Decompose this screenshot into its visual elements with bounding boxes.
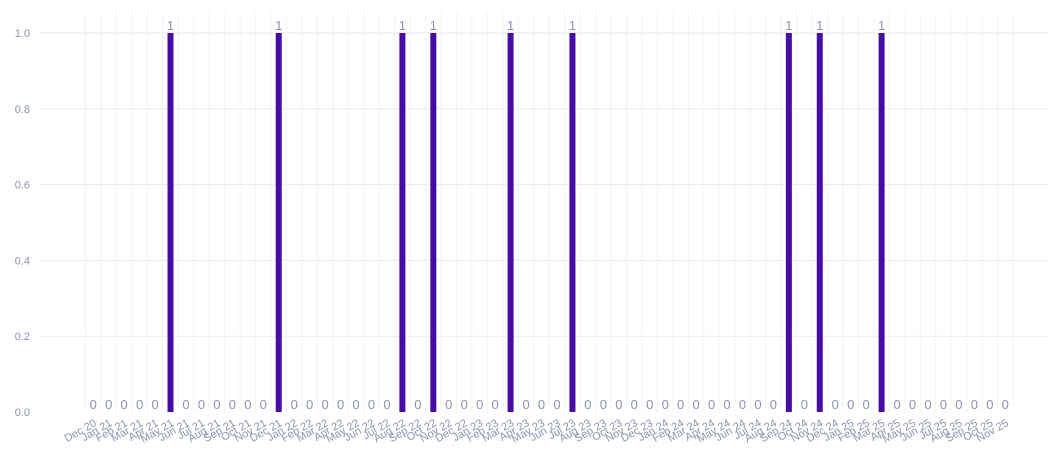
- value-label: 0: [646, 397, 653, 412]
- value-label: 0: [352, 397, 359, 412]
- y-tick-label: 1.0: [15, 28, 30, 40]
- y-tick-label: 0.8: [15, 104, 30, 116]
- value-label: 0: [832, 397, 839, 412]
- value-label: 0: [522, 397, 529, 412]
- value-label: 0: [476, 397, 483, 412]
- value-label: 0: [213, 397, 220, 412]
- y-tick-label: 0.6: [15, 180, 30, 192]
- value-label: 1: [816, 18, 823, 33]
- y-tick-label: 0.2: [15, 331, 30, 343]
- value-label: 0: [105, 397, 112, 412]
- value-label: 0: [1002, 397, 1009, 412]
- value-label: 0: [136, 397, 143, 412]
- bar-nov-24[interactable]: [816, 33, 823, 412]
- bar-sep-24[interactable]: [785, 33, 792, 412]
- value-label: 0: [893, 397, 900, 412]
- value-label: 1: [167, 18, 174, 33]
- value-label: 0: [909, 397, 916, 412]
- value-label: 0: [708, 397, 715, 412]
- value-label: 0: [677, 397, 684, 412]
- y-tick-label: 0.0: [15, 407, 30, 419]
- value-label: 0: [600, 397, 607, 412]
- value-label: 0: [291, 397, 298, 412]
- bar-series: [167, 33, 885, 412]
- value-label: 1: [569, 18, 576, 33]
- value-label: 0: [553, 397, 560, 412]
- value-label: 0: [847, 397, 854, 412]
- value-label: 0: [940, 397, 947, 412]
- bar-mar-23[interactable]: [507, 33, 514, 412]
- value-label: 0: [863, 397, 870, 412]
- value-label: 0: [182, 397, 189, 412]
- value-label: 0: [151, 397, 158, 412]
- value-label: 0: [198, 397, 205, 412]
- value-label: 0: [121, 397, 128, 412]
- value-label: 0: [615, 397, 622, 412]
- y-axis: 0.0 0.2 0.4 0.6 0.8 1.0: [15, 28, 30, 419]
- value-label: 0: [662, 397, 669, 412]
- bar-may-21[interactable]: [167, 33, 174, 412]
- value-label: 0: [538, 397, 545, 412]
- value-label: 0: [321, 397, 328, 412]
- bar-oct-22[interactable]: [430, 33, 437, 412]
- y-tick-label: 0.4: [15, 255, 30, 267]
- value-label: 0: [337, 397, 344, 412]
- value-label: 0: [90, 397, 97, 412]
- vertical-gridlines: [85, 12, 1014, 412]
- value-label: 0: [260, 397, 267, 412]
- value-label: 0: [770, 397, 777, 412]
- value-label: 1: [430, 18, 437, 33]
- value-label: 0: [461, 397, 468, 412]
- value-label: 0: [383, 397, 390, 412]
- value-label: 0: [368, 397, 375, 412]
- value-label: 1: [785, 18, 792, 33]
- bar-aug-22[interactable]: [399, 33, 406, 412]
- value-label: 1: [275, 18, 282, 33]
- value-label: 0: [971, 397, 978, 412]
- value-label: 0: [584, 397, 591, 412]
- value-label: 0: [492, 397, 499, 412]
- value-label: 0: [986, 397, 993, 412]
- value-label: 1: [507, 18, 514, 33]
- value-label: 0: [801, 397, 808, 412]
- value-label: 0: [306, 397, 313, 412]
- value-label: 0: [754, 397, 761, 412]
- value-label: 0: [631, 397, 638, 412]
- value-label: 0: [723, 397, 730, 412]
- value-label: 0: [414, 397, 421, 412]
- value-label: 0: [445, 397, 452, 412]
- value-label: 0: [244, 397, 251, 412]
- value-label: 0: [692, 397, 699, 412]
- value-label: 0: [955, 397, 962, 412]
- bar-dec-21[interactable]: [275, 33, 282, 412]
- value-label: 0: [924, 397, 931, 412]
- bar-mar-25[interactable]: [878, 33, 885, 412]
- value-label: 0: [229, 397, 236, 412]
- value-label: 0: [739, 397, 746, 412]
- value-label: 1: [399, 18, 406, 33]
- value-label: 1: [878, 18, 885, 33]
- bar-jul-23[interactable]: [569, 33, 576, 412]
